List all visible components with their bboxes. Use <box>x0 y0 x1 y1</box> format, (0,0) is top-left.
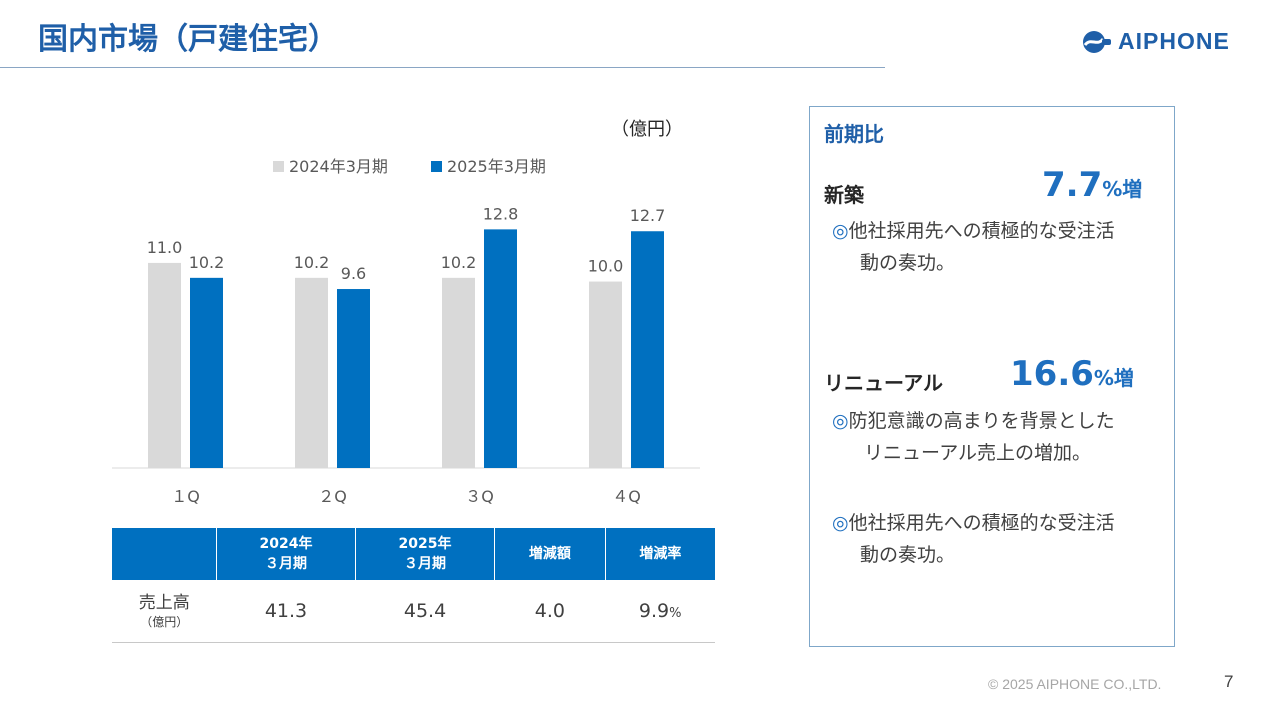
legend-label-2024: 2024年3月期 <box>289 157 388 176</box>
page-title: 国内市場（戸建住宅） <box>38 22 338 57</box>
bar-2025-q4 <box>631 231 664 468</box>
note-line: 防犯意識の高まりを背景とした <box>848 410 1115 432</box>
bar-2025-q3 <box>484 229 517 468</box>
table-header-blank <box>112 528 217 580</box>
data-label-2025-q1: 10.2 <box>189 253 225 272</box>
renewal-note: ◎防犯意識の高まりを背景とした リニューアル売上の増加。 <box>832 405 1115 469</box>
new-build-value: 7.7%増 <box>1042 165 1142 205</box>
category-label-q4: ４Q <box>612 487 641 506</box>
cell-change: 4.0 <box>494 580 606 643</box>
rate-value: 9.9 <box>638 600 670 622</box>
sales-summary-table: 2024年 ３月期 2025年 ３月期 増減額 増減率 売上高 （億円） 41.… <box>112 528 715 643</box>
renewal-label: リニューアル <box>824 371 943 395</box>
category-label-q3: ３Q <box>465 487 494 506</box>
legend-label-2025: 2025年3月期 <box>447 157 546 176</box>
renewal-suffix: %増 <box>1093 366 1134 390</box>
category-label-q1: １Q <box>171 487 200 506</box>
renewal-value: 16.6%増 <box>1010 354 1134 394</box>
new-build-number: 7.7 <box>1042 165 1103 205</box>
note-line: 動の奏功。 <box>860 544 956 566</box>
category-label-q2: ２Q <box>318 487 347 506</box>
new-build-label: 新築 <box>824 183 864 207</box>
table-header-row: 2024年 ３月期 2025年 ３月期 増減額 増減率 <box>112 528 715 580</box>
rate-suffix: % <box>669 606 682 621</box>
bullet-mark-icon: ◎ <box>832 512 849 534</box>
logo-text: AIPHONE <box>1118 28 1230 54</box>
category-label-group: １Q ２Q ３Q ４Q <box>171 487 641 506</box>
bar-2025-q2 <box>337 289 370 468</box>
note-line: 動の奏功。 <box>860 252 956 274</box>
bullet-mark-icon: ◎ <box>832 220 849 242</box>
renewal-note: ◎他社採用先への積極的な受注活 動の奏功。 <box>832 507 1115 571</box>
data-label-2024-q1: 11.0 <box>147 238 183 257</box>
yoy-comparison-panel: 前期比 新築 7.7%増 ◎他社採用先への積極的な受注活 動の奏功。 リニューア… <box>809 106 1175 647</box>
page-number: 7 <box>1224 672 1234 691</box>
legend-swatch-2024 <box>273 161 284 172</box>
panel-title: 前期比 <box>824 122 884 146</box>
header-line: ３月期 <box>265 556 307 572</box>
header-line: 2025年 <box>398 536 452 552</box>
table-header-change: 増減額 <box>494 528 606 580</box>
data-label-2025-q3: 12.8 <box>483 204 519 223</box>
table-header-fy2024: 2024年 ３月期 <box>215 528 356 580</box>
bar-2024-q3 <box>442 277 475 468</box>
data-label-group: 11.0 10.2 10.2 9.6 10.2 12.8 10.0 12.7 <box>147 204 666 283</box>
copyright-notice: © 2025 AIPHONE CO.,LTD. <box>988 676 1162 692</box>
aiphone-logo-icon <box>1083 30 1111 53</box>
cell-fy2024: 41.3 <box>216 580 356 643</box>
bar-2024-q2 <box>295 277 328 468</box>
company-logo: AIPHONE <box>1082 28 1230 55</box>
row-label: 売上高 <box>138 593 190 613</box>
data-label-2024-q2: 10.2 <box>294 253 330 272</box>
unit-label: （億円） <box>611 119 683 140</box>
data-label-2025-q2: 9.6 <box>341 264 366 283</box>
renewal-number: 16.6 <box>1010 354 1094 394</box>
table-header-rate: 増減率 <box>604 528 715 580</box>
row-header: 売上高 （億円） <box>112 580 217 643</box>
data-label-2024-q4: 10.0 <box>588 257 624 276</box>
header-line: ３月期 <box>404 556 447 572</box>
new-build-suffix: %増 <box>1102 177 1143 201</box>
table-row: 売上高 （億円） 41.3 45.4 4.0 9.9% <box>112 580 715 643</box>
data-label-2025-q4: 12.7 <box>630 206 666 225</box>
cell-fy2025: 45.4 <box>355 580 495 643</box>
legend-swatch-2025 <box>431 161 442 172</box>
bar-series-group <box>148 229 664 468</box>
table-header-fy2025: 2025年 ３月期 <box>355 528 495 580</box>
cell-rate: 9.9% <box>605 580 715 643</box>
title-divider <box>0 67 885 68</box>
bar-2024-q1 <box>148 262 181 468</box>
bar-2025-q1 <box>190 277 223 468</box>
note-line: リニューアル売上の増加。 <box>864 442 1092 464</box>
chart-legend: 2024年3月期 2025年3月期 <box>273 157 546 176</box>
data-label-2024-q3: 10.2 <box>441 253 477 272</box>
bar-2024-q4 <box>589 281 622 468</box>
header-line: 2024年 <box>259 536 313 552</box>
bullet-mark-icon: ◎ <box>832 410 849 432</box>
quarterly-sales-chart: （億円） 2024年3月期 2025年3月期 11.0 10.2 10.2 9.6 10… <box>112 119 700 506</box>
note-line: 他社採用先への積極的な受注活 <box>848 220 1115 242</box>
row-sublabel: （億円） <box>140 615 189 629</box>
note-line: 他社採用先への積極的な受注活 <box>848 512 1115 534</box>
new-build-note: ◎他社採用先への積極的な受注活 動の奏功。 <box>832 215 1115 279</box>
